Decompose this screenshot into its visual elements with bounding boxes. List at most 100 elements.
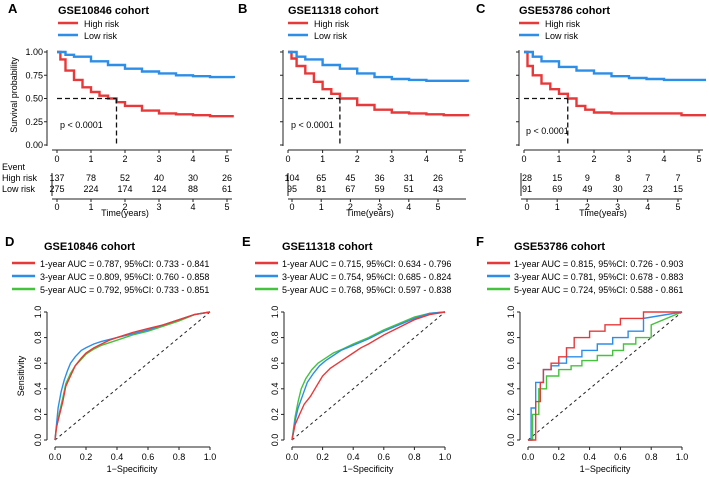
- y-ticks: 0.0 0.2 0.4 0.6 0.8 1.0: [270, 306, 284, 447]
- y-tick-label: 0.4: [506, 383, 516, 396]
- y-ticks: 0.0 0.2 0.4 0.6 0.8 1.0: [506, 306, 520, 446]
- x-axis-label: Time(years): [101, 208, 149, 218]
- x-tick-label: 5: [458, 154, 463, 164]
- x-tick-label: 0.6: [378, 452, 391, 462]
- legend-label-low: Low risk: [545, 31, 579, 41]
- x-tick-label: 5: [696, 154, 701, 164]
- x-tick-label: 0: [285, 154, 290, 164]
- y-ticks: 0.0 0.2 0.4 0.6 0.8 1.0: [33, 306, 47, 447]
- risk-table-tick-label: 0: [54, 202, 59, 212]
- risk-table-cell: 88: [188, 184, 198, 194]
- x-tick-label: 0.4: [111, 452, 124, 462]
- risk-table-cell: 65: [316, 173, 326, 183]
- x-tick-label: 1: [88, 154, 93, 164]
- curves: [54, 311, 211, 441]
- risk-table-cell: 30: [613, 184, 623, 194]
- x-axis-label: 1−Specificity: [107, 464, 158, 474]
- x-tick-label: 4: [424, 154, 429, 164]
- x-tick-label: 2: [591, 154, 596, 164]
- x-tick-label: 1: [320, 154, 325, 164]
- y-tick-label: 1.0: [270, 306, 280, 319]
- risk-table-tick-label: 1: [88, 202, 93, 212]
- risk-table-cell: 8: [615, 173, 620, 183]
- panel-F: F GSE53786 cohort 1-year AUC = 0.815, 95…: [476, 234, 688, 474]
- x-axis-label: Time(years): [346, 208, 394, 218]
- survival-curve-high-risk: [524, 50, 706, 117]
- panel-E: E GSE11318 cohort 1-year AUC = 0.715, 95…: [242, 234, 451, 474]
- y-tick-label: 1.0: [33, 306, 43, 319]
- curves: [57, 50, 235, 118]
- risk-table-tick-label: 5: [675, 202, 680, 212]
- x-ticks: 0.0 0.2 0.4 0.6 0.8 1.0: [49, 447, 216, 462]
- risk-table-cell: 30: [188, 173, 198, 183]
- x-tick-label: 3: [389, 154, 394, 164]
- x-tick-label: 0.2: [553, 452, 566, 462]
- x-tick-label: 0.4: [347, 452, 360, 462]
- risk-table-cell: 7: [675, 173, 680, 183]
- risk-table-tick-label: 2: [348, 202, 353, 212]
- roc-plot: 0.0 0.2 0.4 0.6 0.8 1.0 0.0 0.2 0.4 0.6 0.8 1.0: [506, 306, 688, 462]
- x-tick-label: 0.6: [614, 452, 627, 462]
- roc-curve-5-year: [291, 311, 446, 441]
- y-tick-label: 0.0: [270, 434, 280, 447]
- x-tick-label: 0.2: [80, 452, 93, 462]
- roc-plot: 0.0 0.2 0.4 0.6 0.8 1.0 0.0 0.2 0.4 0.6 0.8 1.0: [33, 306, 216, 462]
- y-ticks: [516, 51, 519, 146]
- x-ticks: 0 1 2 3 4 5: [521, 150, 702, 164]
- risk-table-cell: 67: [345, 184, 355, 194]
- roc-curve-1-year: [528, 311, 682, 441]
- risk-table-title: Event: [2, 162, 26, 172]
- legend-label-3y: 3-year AUC = 0.809, 95%CI: 0.760 - 0.858: [40, 272, 209, 282]
- panel-D: D GSE10846 cohort 1-year AUC = 0.787, 95…: [5, 234, 216, 474]
- x-tick-label: 1: [556, 154, 561, 164]
- risk-table-tick-label: 2: [585, 202, 590, 212]
- x-axis-label: 1−Specificity: [580, 464, 631, 474]
- x-ticks: 0.0 0.2 0.4 0.6 0.8 1.0: [522, 447, 688, 462]
- y-tick-label: 0.6: [270, 357, 280, 370]
- risk-table-cell: 9: [585, 173, 590, 183]
- km-plot: 0 1 2 3 4 5 p < 0.0001: [516, 50, 706, 164]
- x-axis-label: 1−Specificity: [343, 464, 394, 474]
- risk-table-cell: 43: [433, 184, 443, 194]
- panel-A: A GSE10846 cohort High risk Low risk Sur…: [2, 1, 235, 218]
- legend-label-high: High risk: [314, 19, 350, 29]
- y-tick-label: 0.0: [33, 434, 43, 447]
- curves: [291, 311, 446, 441]
- y-ticks: [280, 51, 283, 146]
- x-tick-label: 2: [122, 154, 127, 164]
- survival-curve-low-risk: [288, 50, 470, 82]
- legend-label-5y: 5-year AUC = 0.768, 95%CI: 0.597 - 0.838: [282, 285, 451, 295]
- y-tick-label: 0.00: [25, 140, 43, 150]
- y-tick-label: 0.2: [270, 408, 280, 421]
- roc-curve-5-year: [54, 311, 211, 441]
- x-tick-label: 3: [626, 154, 631, 164]
- panel-letter-A: A: [8, 1, 18, 16]
- panel-letter-B: B: [238, 1, 247, 16]
- x-tick-label: 0.8: [408, 452, 421, 462]
- risk-table-cell: 7: [645, 173, 650, 183]
- x-ticks: 0.0 0.2 0.4 0.6 0.8 1.0: [286, 447, 451, 462]
- risk-table-cell: 15: [673, 184, 683, 194]
- x-tick-label: 0.2: [316, 452, 329, 462]
- survival-curve-high-risk: [57, 50, 234, 118]
- panel-title: GSE53786 cohort: [519, 5, 610, 17]
- survival-curve-low-risk: [57, 50, 235, 79]
- roc-curve-1-year: [54, 311, 211, 441]
- risk-table-tick-label: 0: [524, 202, 529, 212]
- risk-table: 28 15 9 8 7 791 69 49 30 23 150 1 2 3 4 5: [520, 173, 683, 212]
- risk-table-cell: 61: [222, 184, 232, 194]
- y-tick-label: 0.2: [506, 408, 516, 421]
- risk-table-cell: 78: [86, 173, 96, 183]
- km-plot: 0 1 2 3 4 5 p < 0.0001: [280, 50, 470, 164]
- x-tick-label: 0: [54, 154, 59, 164]
- risk-table-tick-label: 3: [615, 202, 620, 212]
- risk-table-tick-label: 1: [555, 202, 560, 212]
- risk-table-tick-label: 4: [645, 202, 650, 212]
- risk-table-cell: 52: [120, 173, 130, 183]
- panel-C: C GSE53786 cohort High risk Low risk 0 1 2…: [476, 1, 706, 218]
- risk-table-tick-label: 3: [377, 202, 382, 212]
- risk-table-cell: 45: [345, 173, 355, 183]
- risk-table-cell: 95: [287, 184, 297, 194]
- roc-plot: 0.0 0.2 0.4 0.6 0.8 1.0 0.0 0.2 0.4 0.6 0.8 1.0: [270, 306, 451, 462]
- risk-table-cell: 174: [117, 184, 132, 194]
